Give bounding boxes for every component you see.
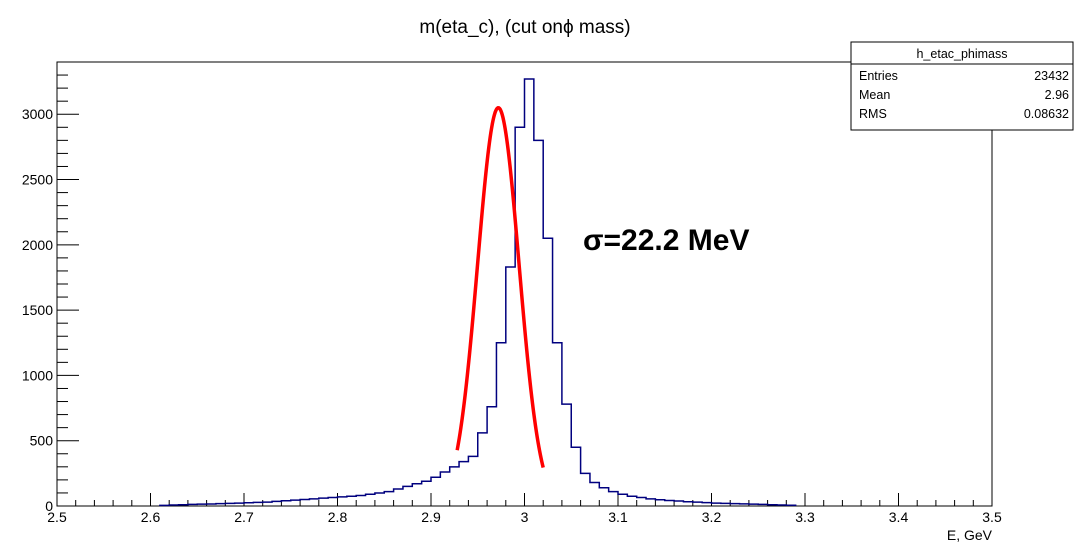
y-axis: 0 500 1000 1500 2000 2500 3000 [22,74,79,514]
histogram-series [159,78,797,507]
stats-mean-label: Mean [859,88,890,102]
y-tick-label: 1500 [22,302,53,318]
fit-curve [455,105,545,468]
y-tick-label: 2000 [22,237,53,253]
x-tick-label: 2.9 [421,509,441,525]
y-tick-label: 0 [45,498,53,514]
stats-box: h_etac_phimass Entries 23432 Mean 2.96 R… [850,41,1074,131]
x-tick-label: 3.2 [702,509,722,525]
stats-rms-value: 0.08632 [1024,107,1069,121]
x-tick-label: 3 [521,509,529,525]
stats-entries-value: 23432 [1034,69,1069,83]
sigma-annotation: σ=22.2 MeV [583,224,749,257]
x-tick-label: 2.6 [141,509,161,525]
x-tick-label: 2.7 [234,509,254,525]
x-axis-label: E, GeV [947,527,993,543]
x-tick-label: 3.4 [889,509,909,525]
stats-title: h_etac_phimass [916,47,1007,61]
y-tick-label: 3000 [22,106,53,122]
y-tick-label: 2500 [22,172,53,188]
x-tick-label: 2.5 [47,509,67,525]
x-tick-label: 3.5 [982,509,1002,525]
chart-title: m(eta_c), (cut onϕ mass) [419,17,630,38]
x-axis: 2.5 2.6 2.7 2.8 2.9 3 3.1 3.2 3.3 3.4 3.5 [47,493,1002,525]
x-tick-label: 3.1 [608,509,628,525]
x-tick-label: 2.8 [328,509,348,525]
y-tick-label: 500 [30,433,54,449]
stats-mean-value: 2.96 [1045,88,1069,102]
y-tick-label: 1000 [22,367,53,383]
x-tick-label: 3.3 [795,509,815,525]
stats-rms-label: RMS [859,107,887,121]
stats-entries-label: Entries [859,69,898,83]
